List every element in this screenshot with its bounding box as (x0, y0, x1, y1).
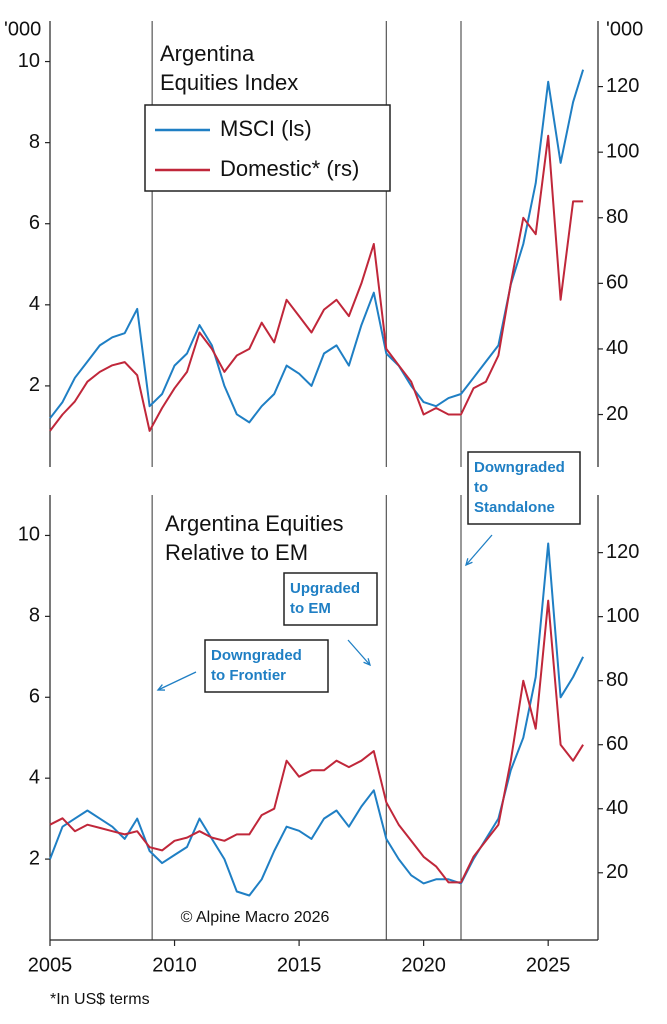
y2-tick-label: 60 (606, 272, 628, 294)
annotation-box (467, 451, 581, 525)
y2-tick-label: 120 (606, 75, 639, 97)
y-tick-label: 4 (29, 293, 40, 315)
y2-axis-label: '000 (606, 18, 643, 40)
x-tick-label: 2025 (526, 954, 571, 976)
legend-box (144, 104, 391, 192)
annotation-text: Standalone (474, 499, 555, 516)
series-line (49, 599, 584, 884)
legend-label: MSCI (ls) (220, 116, 312, 141)
y2-tick-label: 40 (606, 337, 628, 359)
y2-tick-label: 100 (606, 140, 639, 162)
y2-tick-label: 80 (606, 669, 628, 691)
x-tick-label: 2020 (401, 954, 446, 976)
y-axis-label: '000 (4, 18, 41, 40)
chart-title: Argentina (160, 41, 255, 66)
y2-tick-label: 80 (606, 206, 628, 228)
annotation-arrowhead (465, 558, 473, 567)
x-tick-label: 2010 (152, 954, 197, 976)
annotation-text: Downgraded (474, 459, 565, 476)
x-tick-label: 2005 (28, 954, 73, 976)
credit: © Alpine Macro 2026 (181, 909, 330, 926)
annotation-arrowhead (363, 658, 371, 667)
annotation-text: Downgraded (211, 647, 302, 664)
y-tick-label: 2 (29, 847, 40, 869)
y-tick-label: 8 (29, 605, 40, 627)
y-tick-label: 6 (29, 686, 40, 708)
y2-tick-label: 120 (606, 541, 639, 563)
series-line (49, 134, 584, 432)
y2-tick-label: 60 (606, 733, 628, 755)
series-line (49, 69, 585, 424)
y-tick-label: 10 (18, 524, 40, 546)
chart-title: Equities Index (160, 70, 298, 95)
annotation-text: to (474, 479, 488, 496)
y-tick-label: 10 (18, 50, 40, 72)
annotation-arrow (465, 534, 493, 566)
y2-tick-label: 40 (606, 797, 628, 819)
chart-title: Argentina Equities (165, 511, 344, 536)
annotation-box (204, 639, 329, 693)
chart-title: Relative to EM (165, 540, 308, 565)
footnote: *In US$ terms (50, 991, 150, 1008)
annotation-box (283, 572, 378, 626)
y-tick-label: 4 (29, 766, 40, 788)
legend-label: Domestic* (rs) (220, 156, 359, 181)
y2-tick-label: 100 (606, 605, 639, 627)
y2-tick-label: 20 (606, 403, 628, 425)
annotation-text: Upgraded (290, 580, 360, 597)
annotation-arrow (347, 639, 371, 666)
y2-tick-label: 20 (606, 861, 628, 883)
annotation-text: to EM (290, 600, 331, 617)
y-tick-label: 8 (29, 131, 40, 153)
annotation-arrowhead (156, 684, 166, 691)
series-line (49, 542, 584, 897)
annotation-text: to Frontier (211, 667, 286, 684)
y-tick-label: 6 (29, 212, 40, 234)
x-tick-label: 2015 (277, 954, 322, 976)
annotation-arrow (157, 671, 197, 691)
y-tick-label: 2 (29, 374, 40, 396)
